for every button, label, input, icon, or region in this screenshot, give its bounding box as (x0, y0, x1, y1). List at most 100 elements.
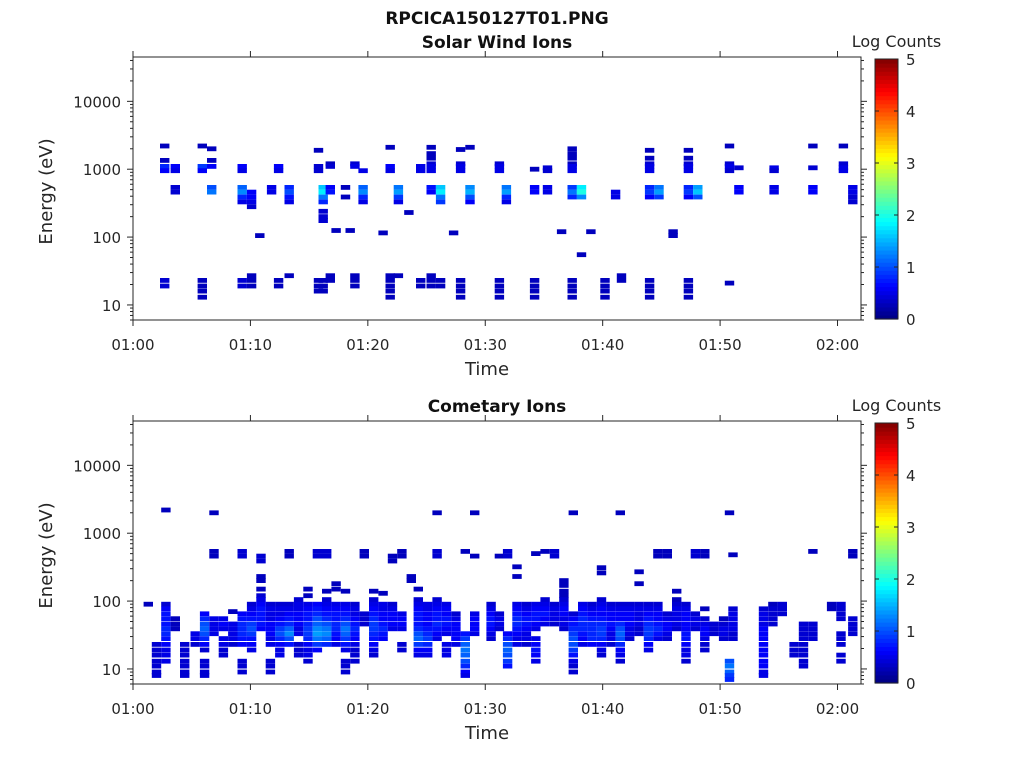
heatmap-cell (465, 194, 475, 200)
colorbar-step (875, 670, 898, 676)
heatmap-cell (596, 642, 607, 647)
heatmap-cell (413, 647, 423, 653)
colorbar-step (875, 573, 898, 578)
heatmap-cell (265, 663, 276, 669)
heatmap-cell (393, 273, 404, 279)
x-tick-label: 01:30 (464, 700, 507, 718)
heatmap-cell (151, 642, 162, 647)
heatmap-cell (199, 621, 210, 627)
heatmap-cell (615, 611, 625, 617)
heatmap-cell (568, 636, 578, 641)
heatmap-cell (512, 616, 522, 622)
heatmap-cell (486, 616, 496, 622)
colorbar-step (875, 164, 898, 170)
colorbar-step (875, 83, 898, 89)
heatmap-cell (413, 601, 423, 607)
heatmap-cell (369, 597, 379, 602)
heatmap-cell (758, 621, 769, 627)
heatmap-cell (246, 636, 257, 641)
heatmap-cell (237, 616, 247, 622)
heatmap-cell (426, 151, 436, 156)
heatmap-cell (653, 601, 663, 607)
heatmap-cell (625, 606, 635, 612)
heatmap-cell (256, 606, 266, 612)
heatmap-cell (606, 636, 616, 641)
heatmap-cell (634, 581, 644, 587)
heatmap-cell (653, 549, 663, 554)
heatmap-cell (470, 621, 480, 627)
heatmap-cell (634, 606, 644, 612)
heatmap-cell (848, 194, 858, 200)
heatmap-cell (531, 616, 541, 622)
heatmap-cell (199, 611, 210, 617)
heatmap-cell (350, 626, 360, 632)
heatmap-cell (237, 658, 247, 664)
heatmap-cell (587, 631, 597, 637)
heatmap-cell (432, 601, 442, 607)
heatmap-cell (455, 164, 466, 169)
heatmap-cell (672, 606, 682, 612)
heatmap-cell (209, 626, 219, 632)
heatmap-cell (256, 621, 266, 627)
x-tick-label: 01:30 (464, 336, 507, 354)
heatmap-cell (567, 164, 577, 169)
heatmap-cell (724, 143, 735, 149)
heatmap-cell (255, 233, 265, 238)
heatmap-cell (293, 642, 304, 647)
heatmap-cell (432, 597, 442, 602)
colorbar-step (875, 622, 898, 627)
heatmap-cell (502, 553, 513, 559)
heatmap-cell (568, 626, 578, 632)
heatmap-cell (625, 636, 635, 641)
heatmap-cell (460, 669, 470, 675)
heatmap-cell (413, 611, 423, 617)
heatmap-cell (460, 631, 470, 637)
heatmap-cell (303, 642, 313, 647)
heatmap-cell (455, 161, 466, 167)
colorbar-step (875, 532, 898, 538)
heatmap-cell (596, 621, 607, 627)
heatmap-cell (578, 616, 588, 622)
heatmap-cell (161, 507, 171, 513)
heatmap-cell (634, 621, 644, 627)
x-axis-label: Time (464, 723, 509, 744)
heatmap-cell (325, 273, 335, 279)
x-tick-label: 01:10 (229, 336, 272, 354)
heatmap-cell (615, 601, 625, 607)
heatmap-cell (397, 642, 407, 647)
heatmap-cell (567, 294, 577, 300)
heatmap-cell (777, 601, 787, 607)
heatmap-cell (435, 185, 446, 190)
heatmap-cell (359, 611, 369, 617)
heatmap-cell (808, 143, 818, 149)
heatmap-cell (836, 652, 846, 658)
heatmap-cell (265, 626, 276, 632)
heatmap-cell (331, 601, 341, 607)
heatmap-cell (644, 194, 655, 200)
heatmap-cell (798, 658, 809, 664)
heatmap-cell (426, 189, 436, 195)
heatmap-cell (293, 631, 304, 637)
heatmap-cell (161, 647, 171, 653)
heatmap-cell (246, 626, 257, 632)
heatmap-cell (350, 606, 360, 612)
heatmap-cell (455, 168, 466, 174)
heatmap-cell (293, 601, 304, 607)
heatmap-cell (423, 652, 433, 658)
heatmap-cell (284, 199, 294, 205)
heatmap-cell (451, 642, 461, 647)
colorbar-step (875, 626, 898, 631)
heatmap-cell (615, 652, 625, 658)
heatmap-cell (322, 606, 332, 612)
heatmap-cell (413, 642, 423, 647)
colorbar-step (875, 642, 898, 648)
heatmap-cell (161, 611, 171, 617)
heatmap-cell (273, 278, 284, 283)
heatmap-cell (303, 636, 313, 641)
heatmap-cell (237, 549, 247, 554)
heatmap-cell (848, 616, 858, 622)
heatmap-cell (275, 621, 285, 627)
heatmap-cell (385, 144, 395, 150)
heatmap-cell (266, 189, 277, 195)
heatmap-cell (521, 616, 532, 622)
